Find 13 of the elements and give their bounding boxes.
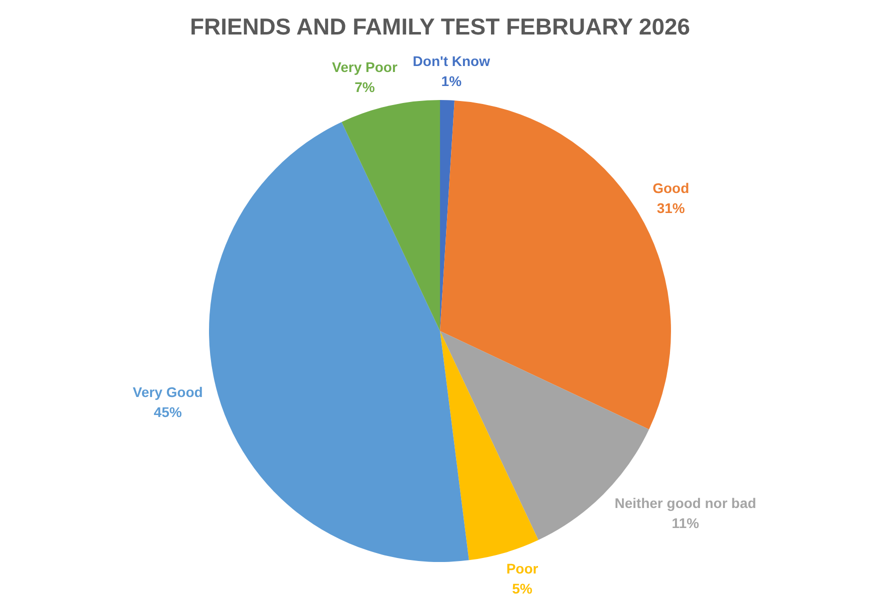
chart-title: FRIENDS AND FAMILY TEST FEBRUARY 2026: [190, 13, 690, 40]
data-label: 7%: [354, 79, 376, 96]
slice-label: Neither good nor bad: [614, 495, 756, 511]
data-label: 5%: [512, 580, 533, 597]
data-label: 1%: [441, 72, 462, 89]
slice-label: Don't Know: [412, 52, 490, 69]
slice-label: Very Good: [132, 384, 203, 400]
slice-label: Poor: [506, 560, 539, 577]
slice-label: Good: [652, 180, 690, 196]
slice-label: Very Poor: [332, 59, 398, 76]
data-label: 11%: [672, 515, 700, 531]
data-label: 31%: [656, 200, 686, 216]
data-label: 45%: [154, 404, 182, 420]
